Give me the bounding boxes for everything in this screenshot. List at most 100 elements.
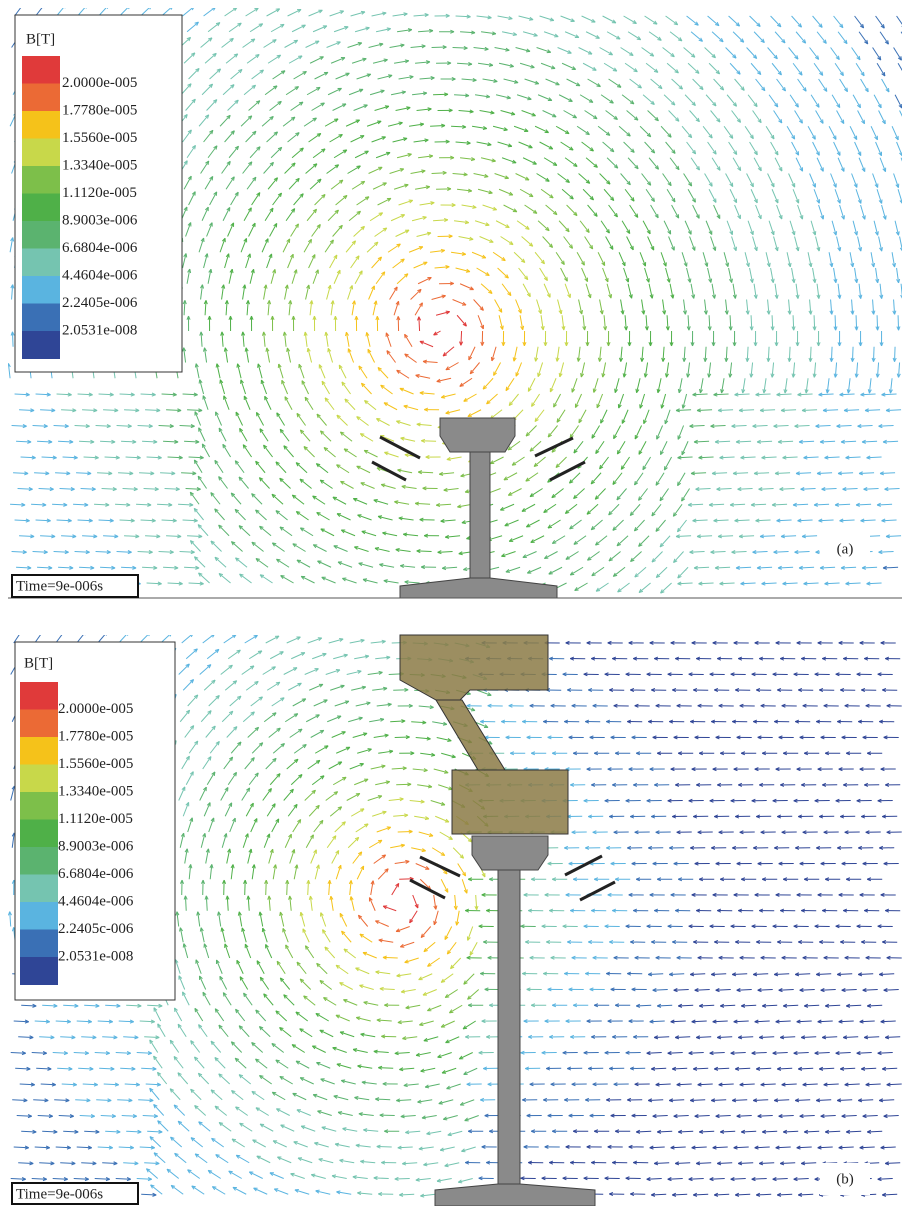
field-arrow: [416, 864, 429, 870]
field-arrow: [264, 162, 274, 173]
field-arrow: [293, 699, 306, 706]
field-arrow: [315, 72, 328, 79]
field-arrow: [673, 504, 682, 516]
field-arrow: [223, 444, 231, 457]
field-arrow: [36, 4, 45, 16]
field-arrow: [246, 803, 253, 816]
field-arrow: [294, 71, 307, 79]
field-arrow: [327, 42, 341, 48]
field-arrow: [199, 573, 210, 583]
field-arrow: [330, 134, 343, 142]
field-arrow: [302, 381, 309, 394]
field-arrow: [314, 820, 323, 832]
field-arrow: [549, 567, 562, 574]
field-arrow: [445, 927, 452, 940]
field-arrow: [580, 95, 593, 103]
field-arrow: [603, 142, 614, 152]
field-arrow: [305, 790, 316, 800]
field-arrow: [565, 158, 577, 167]
field-arrow: [614, 426, 621, 439]
field-arrow: [269, 728, 281, 737]
field-arrow: [266, 880, 267, 895]
field-arrow: [531, 536, 544, 543]
field-arrow: [519, 268, 528, 280]
field-arrow: [624, 16, 637, 24]
field-arrow: [228, 223, 234, 237]
field-arrow: [306, 41, 320, 47]
field-arrow: [354, 226, 365, 236]
field-arrow: [223, 85, 234, 95]
field-arrow: [550, 378, 556, 392]
field-arrow: [312, 224, 321, 236]
field-arrow: [856, 63, 864, 76]
field-arrow: [300, 479, 312, 488]
field-arrow: [562, 189, 573, 199]
field-arrow: [199, 115, 209, 126]
field-arrow: [291, 102, 303, 110]
field-arrow: [450, 958, 460, 969]
field-arrow: [397, 370, 409, 378]
field-arrow: [376, 272, 385, 284]
field-arrow: [292, 148, 303, 158]
field-arrow: [556, 126, 569, 133]
field-arrow: [748, 95, 757, 107]
field-arrow: [323, 930, 331, 943]
field-arrow: [523, 284, 530, 297]
field-arrow: [811, 95, 819, 108]
arrow-head: [61, 631, 64, 635]
field-arrow: [651, 205, 659, 218]
field-arrow: [287, 759, 298, 769]
field-arrow: [557, 410, 565, 423]
field-arrow: [630, 205, 638, 217]
field-arrow: [628, 32, 641, 40]
field-arrow: [474, 300, 484, 311]
field-arrow: [327, 716, 341, 722]
field-arrow: [304, 447, 315, 457]
field-arrow: [281, 576, 294, 583]
field-arrow: [240, 428, 247, 441]
field-arrow: [892, 126, 898, 140]
field-arrow: [325, 240, 333, 252]
field-arrow: [56, 631, 65, 643]
field-arrow: [186, 99, 196, 110]
field-arrow: [373, 183, 386, 189]
field-arrow: [687, 142, 696, 154]
field-arrow: [203, 634, 215, 643]
field-arrow: [543, 111, 557, 117]
field-arrow: [223, 207, 230, 220]
field-arrow: [622, 221, 630, 234]
field-arrow: [305, 669, 319, 675]
field-arrow: [607, 158, 618, 168]
field-arrow: [309, 805, 319, 816]
field-arrow: [317, 512, 330, 520]
field-arrow: [859, 158, 865, 172]
field-arrow: [693, 205, 700, 218]
field-arrow: [582, 268, 588, 282]
field-arrow: [289, 56, 302, 63]
field-arrow: [334, 546, 348, 552]
field-arrow: [574, 536, 586, 545]
field-arrow: [375, 228, 387, 237]
field-arrow: [284, 668, 297, 675]
field-arrow: [795, 111, 803, 124]
field-arrow: [251, 818, 257, 832]
field-arrow: [570, 567, 583, 575]
field-arrow: [789, 48, 798, 60]
field-arrow: [580, 221, 589, 233]
field-arrow: [525, 205, 537, 213]
field-arrow: [375, 921, 388, 927]
field-arrow: [546, 205, 557, 215]
field-arrow: [187, 22, 198, 32]
field-arrow: [684, 174, 692, 187]
field-arrow: [358, 915, 367, 926]
field-arrow: [286, 87, 299, 95]
field-arrow: [330, 807, 341, 817]
field-arrow: [264, 713, 276, 722]
field-arrow: [831, 48, 840, 60]
field-arrow: [871, 126, 877, 140]
field-arrow: [672, 79, 683, 89]
field-arrow: [775, 32, 785, 43]
field-arrow: [244, 208, 251, 221]
field-arrow: [685, 221, 691, 235]
field-arrow: [283, 239, 290, 252]
